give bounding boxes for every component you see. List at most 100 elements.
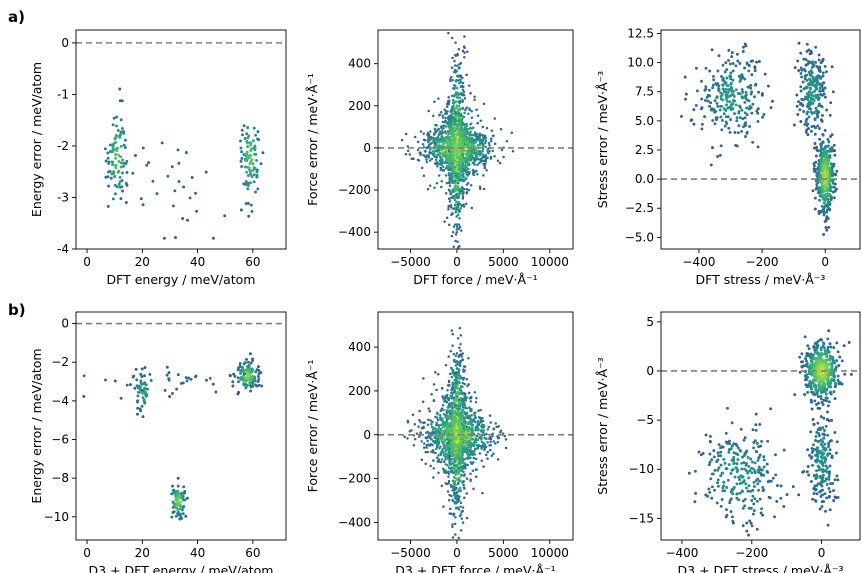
data-point [106, 151, 110, 155]
data-point [729, 75, 733, 79]
data-point [444, 116, 447, 119]
data-point [242, 182, 246, 186]
data-point [256, 187, 260, 191]
data-point [477, 409, 480, 413]
data-point [448, 384, 451, 387]
data-point [454, 233, 458, 236]
data-point [453, 150, 457, 154]
data-point [419, 420, 422, 424]
data-point [140, 375, 144, 379]
data-point [816, 74, 820, 78]
data-point [814, 179, 818, 183]
data-point [462, 480, 465, 483]
data-point [419, 130, 423, 133]
data-point [690, 118, 694, 122]
data-point [825, 70, 828, 74]
data-point [455, 105, 459, 108]
data-point [118, 87, 122, 91]
data-point [800, 68, 804, 72]
data-point [461, 49, 465, 53]
data-point [823, 145, 827, 149]
data-point [440, 439, 443, 442]
data-point [460, 91, 463, 95]
data-point [479, 157, 483, 161]
data-point [450, 206, 453, 209]
data-point [114, 156, 117, 160]
data-point [458, 203, 462, 206]
data-point [241, 368, 245, 372]
data-point [470, 110, 473, 113]
data-point [470, 136, 473, 140]
data-point [463, 51, 466, 54]
data-point [718, 153, 722, 157]
data-point [411, 413, 415, 417]
data-point [436, 445, 439, 449]
data-point [241, 133, 244, 137]
data-point [719, 144, 723, 148]
data-point [447, 204, 451, 208]
data-point [463, 365, 467, 368]
data-point [460, 289, 463, 292]
data-point [445, 105, 449, 109]
data-point [185, 496, 189, 500]
data-point [811, 75, 815, 79]
data-point [454, 502, 457, 505]
data-point [817, 110, 821, 114]
data-point [449, 484, 453, 487]
data-point [819, 75, 823, 79]
data-point [455, 486, 458, 490]
data-point [180, 492, 184, 496]
data-point [822, 164, 826, 168]
data-point [451, 392, 455, 395]
data-point [703, 98, 707, 102]
y-tick-label: −6 [51, 433, 69, 447]
data-point [425, 446, 428, 449]
data-point [835, 169, 839, 173]
data-point [434, 161, 438, 164]
data-point [695, 89, 699, 93]
data-point [822, 181, 826, 185]
data-point [427, 154, 430, 157]
data-point [141, 203, 145, 207]
data-point [456, 196, 459, 199]
data-point [819, 166, 822, 170]
data-point [431, 153, 435, 156]
data-point [460, 85, 463, 89]
data-point [177, 161, 181, 165]
data-point [432, 450, 435, 454]
data-point [761, 115, 765, 119]
data-point [822, 174, 825, 177]
data-point [252, 126, 256, 130]
data-point [441, 154, 444, 158]
data-point [431, 420, 434, 424]
data-point [460, 517, 464, 520]
data-point [825, 215, 829, 219]
data-point [454, 100, 458, 103]
data-point [816, 191, 820, 195]
data-point [430, 157, 434, 161]
data-point [464, 158, 467, 161]
data-point [451, 471, 455, 474]
data-point [432, 459, 435, 462]
x-tick-label: 0 [821, 255, 829, 269]
data-point [744, 135, 747, 138]
data-point [447, 132, 451, 136]
data-point [404, 132, 408, 136]
data-point [832, 143, 836, 147]
y-tick-label: −5.0 [625, 230, 654, 244]
data-point [463, 46, 466, 49]
data-point [464, 152, 468, 156]
data-point [816, 124, 820, 128]
data-point [731, 62, 735, 65]
data-point [443, 120, 446, 124]
data-point [424, 450, 428, 454]
data-point [694, 66, 698, 70]
data-point [473, 449, 476, 452]
data-point [450, 366, 453, 370]
data-point [498, 161, 502, 165]
data-point [463, 178, 466, 182]
data-point [457, 536, 460, 540]
data-point [447, 223, 451, 226]
data-point [136, 406, 140, 410]
data-point [439, 125, 443, 128]
